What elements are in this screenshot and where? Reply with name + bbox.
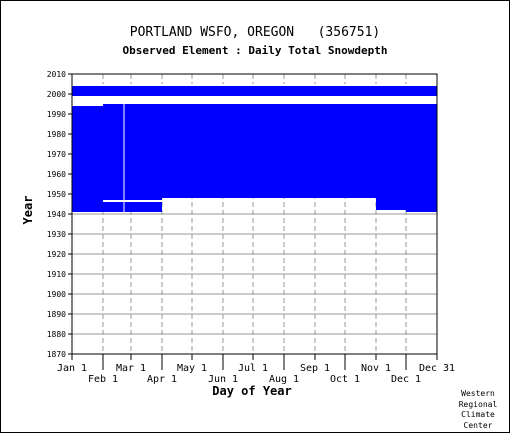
x-tick-label: May 1 xyxy=(177,363,207,374)
y-tick-label: 2000 xyxy=(47,90,66,99)
x-tick-label: Dec 1 xyxy=(391,374,421,385)
credit-line: Climate xyxy=(461,410,495,419)
data-block xyxy=(162,104,437,198)
y-tick-label: 1960 xyxy=(47,170,66,179)
x-tick-label: Nov 1 xyxy=(361,363,391,374)
x-tick-label: Jul 1 xyxy=(238,363,268,374)
chart-title: PORTLAND WSFO, OREGON (356751) xyxy=(129,25,381,40)
y-tick-label: 1870 xyxy=(47,350,66,359)
y-tick-label: 1930 xyxy=(47,230,66,239)
y-tick-label: 1900 xyxy=(47,290,66,299)
y-tick-label: 2010 xyxy=(47,70,66,79)
credit-line: Regional xyxy=(458,399,498,409)
x-axis-label: Day of Year xyxy=(212,384,291,398)
data-coverage xyxy=(72,84,437,212)
x-tick-label: Oct 1 xyxy=(330,374,360,385)
data-block xyxy=(72,86,437,96)
plot-border xyxy=(71,73,438,355)
y-axis-label: Year xyxy=(21,196,35,225)
chart-subtitle: Observed Element : Daily Total Snowdepth xyxy=(122,44,388,57)
y-tick-label: 1950 xyxy=(47,190,66,199)
y-tick-label: 1990 xyxy=(47,110,66,119)
missing-band xyxy=(103,200,162,202)
y-tick-label: 1890 xyxy=(47,310,66,319)
y-tick-label: 1910 xyxy=(47,270,66,279)
x-tick-label: Sep 1 xyxy=(300,363,330,374)
y-tick-label: 1980 xyxy=(47,130,66,139)
x-tick-label: Aug 1 xyxy=(269,374,299,385)
x-tick-label: Mar 1 xyxy=(116,363,146,374)
y-tick-label: 1940 xyxy=(47,210,66,219)
y-tick-label: 1880 xyxy=(47,330,66,339)
data-block xyxy=(103,104,162,212)
x-tick-label: Jun 1 xyxy=(208,374,238,385)
x-tick-label: Dec 31 xyxy=(419,363,455,374)
credit-text: Western Regional Climate Center xyxy=(450,389,506,431)
credit-line: Western xyxy=(461,389,495,398)
data-block xyxy=(406,198,437,212)
x-tick-label: Apr 1 xyxy=(147,374,177,385)
data-block xyxy=(72,106,103,212)
y-tick-label: 1970 xyxy=(47,150,66,159)
data-block xyxy=(376,198,406,210)
missing-band xyxy=(72,84,437,86)
missing-band xyxy=(72,96,437,104)
y-tick-label: 1920 xyxy=(47,250,66,259)
axes: 1870 1880 1890 1900 1910 1920 1930 1940 1950 1960… xyxy=(47,70,455,385)
credit-line: Center xyxy=(463,420,493,430)
x-tick-label: Feb 1 xyxy=(88,374,118,385)
x-tick-label: Jan 1 xyxy=(57,363,87,374)
